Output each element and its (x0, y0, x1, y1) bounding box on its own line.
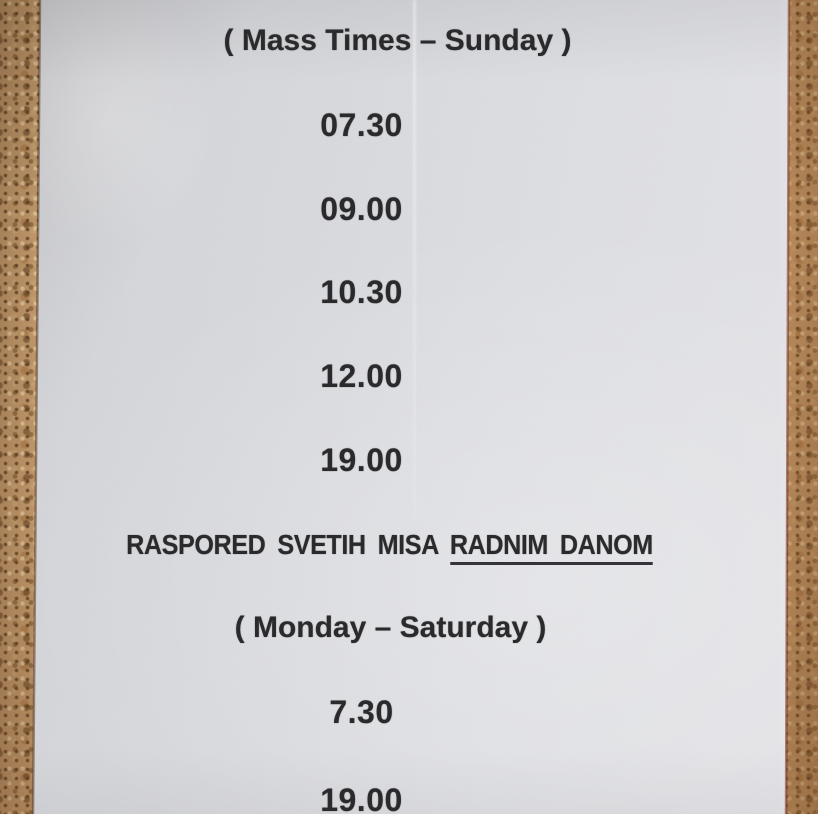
weekday-heading-underlined: RADNIM DANOM (449, 529, 653, 565)
weekday-heading-text: RASPORED SVETIH MISA (126, 529, 438, 560)
weekday-time-1: 7.30 (329, 694, 394, 730)
sunday-time-2: 09.00 (320, 191, 403, 227)
sunday-time-5: 19.00 (320, 442, 403, 478)
sunday-time-1: 07.30 (320, 107, 403, 143)
weekday-time-2: 19.00 (320, 782, 403, 814)
sunday-time-4: 12.00 (320, 358, 403, 394)
sunday-time-3: 10.30 (320, 274, 403, 310)
cork-right-strip (784, 0, 818, 814)
weekday-subheading: ( Monday – Saturday ) (234, 611, 547, 644)
weekday-heading: RASPORED SVETIH MISA RADNIM DANOM (51, 524, 729, 566)
sunday-heading: ( Mass Times – Sunday ) (223, 24, 572, 57)
